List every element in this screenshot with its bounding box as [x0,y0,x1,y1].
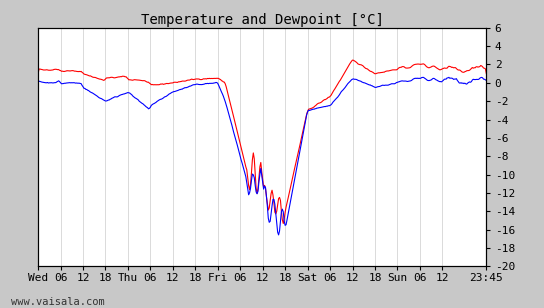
Text: www.vaisala.com: www.vaisala.com [11,297,104,307]
Title: Temperature and Dewpoint [°C]: Temperature and Dewpoint [°C] [141,13,384,26]
